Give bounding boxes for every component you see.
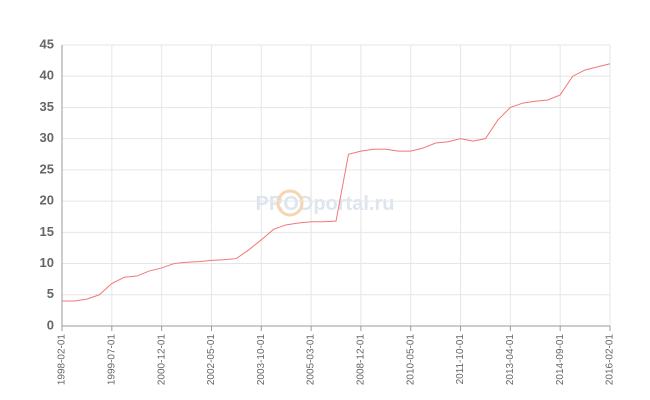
x-tick-label: 1998-02-01: [57, 334, 68, 386]
y-tick-label: 15: [40, 224, 54, 239]
x-tick-label: 2010-05-01: [405, 334, 416, 386]
y-tick-label: 10: [40, 255, 54, 270]
x-tick-label: 2003-10-01: [256, 334, 267, 386]
watermark-logo: [276, 189, 304, 217]
y-tick-label: 30: [40, 130, 54, 145]
x-tick-label: 2005-03-01: [306, 334, 317, 386]
y-tick-label: 25: [40, 161, 54, 176]
y-tick-label: 45: [40, 36, 54, 51]
x-tick-label: 1999-07-01: [106, 334, 117, 386]
x-tick-label: 2002-05-01: [206, 334, 217, 386]
y-tick-label: 0: [47, 317, 54, 332]
y-tick-label: 40: [40, 68, 54, 83]
data-line: [62, 63, 611, 302]
x-tick-label: 2014-09-01: [555, 334, 566, 386]
x-tick-label: 2016-02-01: [605, 334, 616, 386]
watermark: PRODportal.ru: [256, 193, 395, 215]
y-tick-label: 20: [40, 193, 54, 208]
x-tick-label: 2011-10-01: [455, 334, 466, 385]
x-tick-label: 2000-12-01: [156, 334, 167, 386]
y-tick-label: 35: [40, 99, 54, 114]
x-tick-label: 2013-04-01: [505, 334, 516, 386]
y-tick-label: 5: [47, 286, 54, 301]
x-tick-label: 2008-12-01: [356, 334, 367, 386]
